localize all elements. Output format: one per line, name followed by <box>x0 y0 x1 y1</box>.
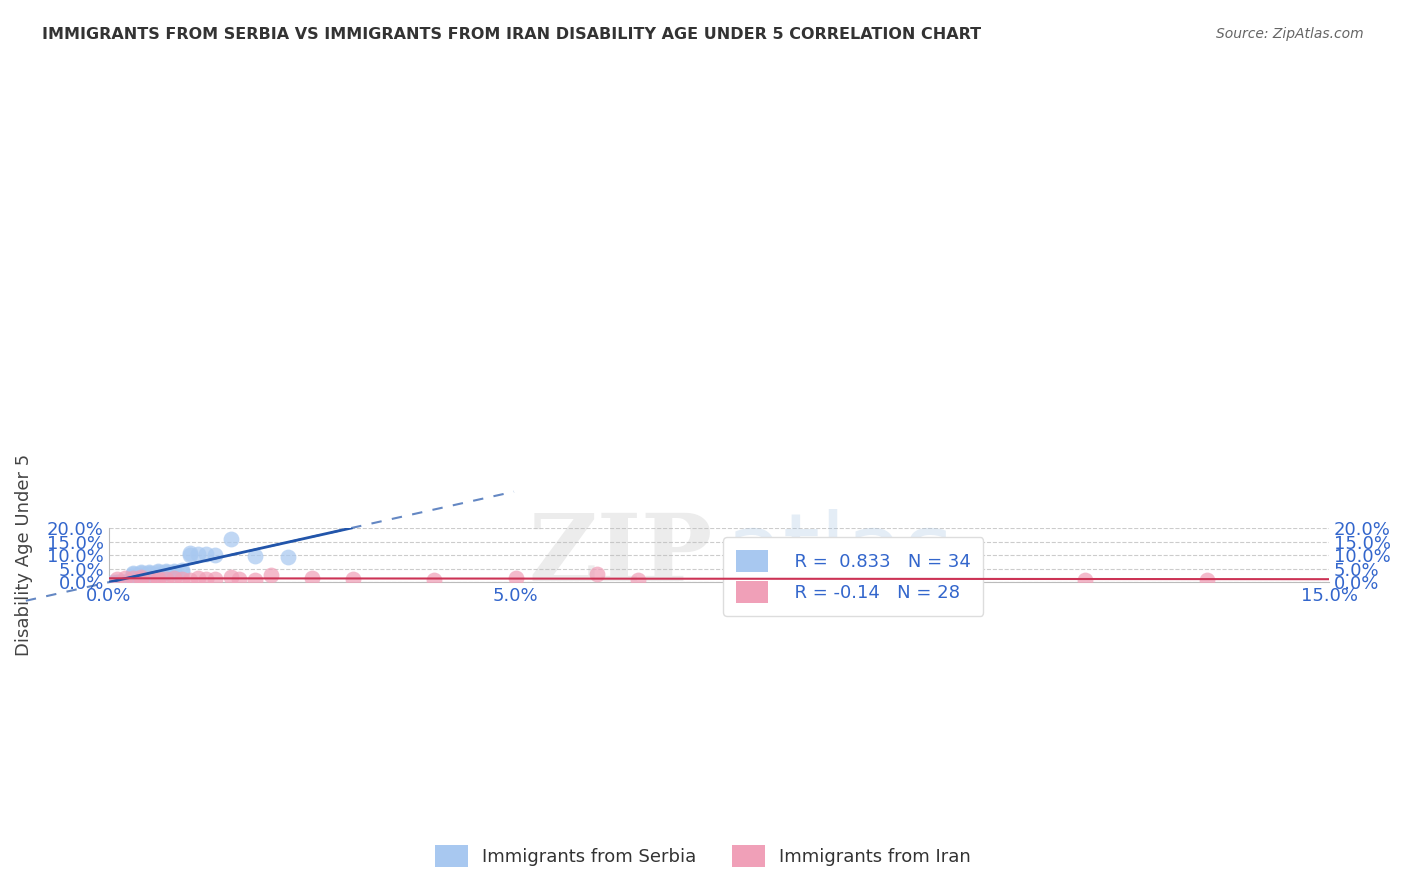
Point <box>1074 573 1097 587</box>
Point <box>626 573 648 587</box>
Point <box>187 548 209 562</box>
Point <box>122 571 145 585</box>
Text: atlas: atlas <box>725 509 953 601</box>
Point <box>114 575 136 590</box>
Point <box>204 572 226 586</box>
Point <box>260 567 283 582</box>
Point <box>110 575 132 590</box>
Legend:   R =  0.833   N = 34,   R = -0.14   N = 28: R = 0.833 N = 34, R = -0.14 N = 28 <box>723 537 983 615</box>
Point <box>155 565 177 579</box>
Point <box>170 563 193 577</box>
Point <box>129 570 152 584</box>
Point <box>146 571 169 585</box>
Point <box>163 566 186 580</box>
Point <box>129 572 152 586</box>
Point <box>163 564 186 578</box>
Point <box>114 574 136 589</box>
Point <box>155 566 177 580</box>
Point <box>219 570 242 584</box>
Point <box>138 566 160 580</box>
Point <box>129 565 152 579</box>
Point <box>204 548 226 562</box>
Text: Source: ZipAtlas.com: Source: ZipAtlas.com <box>1216 27 1364 41</box>
Point <box>170 565 193 579</box>
Point <box>187 571 209 585</box>
Point <box>122 568 145 582</box>
Point <box>138 565 160 579</box>
Point <box>423 573 446 587</box>
Point <box>342 572 364 586</box>
Point <box>1197 573 1219 587</box>
Point <box>146 573 169 587</box>
Point <box>114 571 136 585</box>
Point <box>122 566 145 580</box>
Point <box>586 566 609 581</box>
Y-axis label: Disability Age Under 5: Disability Age Under 5 <box>15 454 32 657</box>
Point <box>155 564 177 578</box>
Point <box>129 567 152 582</box>
Point <box>245 573 267 587</box>
Point <box>101 575 124 590</box>
Point <box>114 575 136 590</box>
Text: IMMIGRANTS FROM SERBIA VS IMMIGRANTS FROM IRAN DISABILITY AGE UNDER 5 CORRELATIO: IMMIGRANTS FROM SERBIA VS IMMIGRANTS FRO… <box>42 27 981 42</box>
Point <box>748 573 770 587</box>
Point <box>505 571 527 585</box>
Point <box>301 571 323 585</box>
Point <box>138 572 160 586</box>
Point <box>170 572 193 586</box>
Text: ZIP: ZIP <box>529 510 713 600</box>
Point <box>163 571 186 585</box>
Point <box>138 566 160 581</box>
Point <box>195 547 218 561</box>
Point <box>146 565 169 579</box>
Point <box>277 550 299 565</box>
Point <box>228 572 250 586</box>
Point <box>245 549 267 563</box>
Point <box>146 567 169 582</box>
Point <box>105 572 128 586</box>
Point <box>122 567 145 582</box>
Point <box>179 573 201 587</box>
Point <box>219 532 242 546</box>
Point <box>179 548 201 562</box>
Point <box>105 575 128 590</box>
Point <box>155 572 177 586</box>
Point <box>146 564 169 578</box>
Point <box>105 575 128 590</box>
Point <box>195 572 218 586</box>
Point <box>129 566 152 581</box>
Point <box>179 546 201 560</box>
Legend: Immigrants from Serbia, Immigrants from Iran: Immigrants from Serbia, Immigrants from … <box>427 838 979 874</box>
